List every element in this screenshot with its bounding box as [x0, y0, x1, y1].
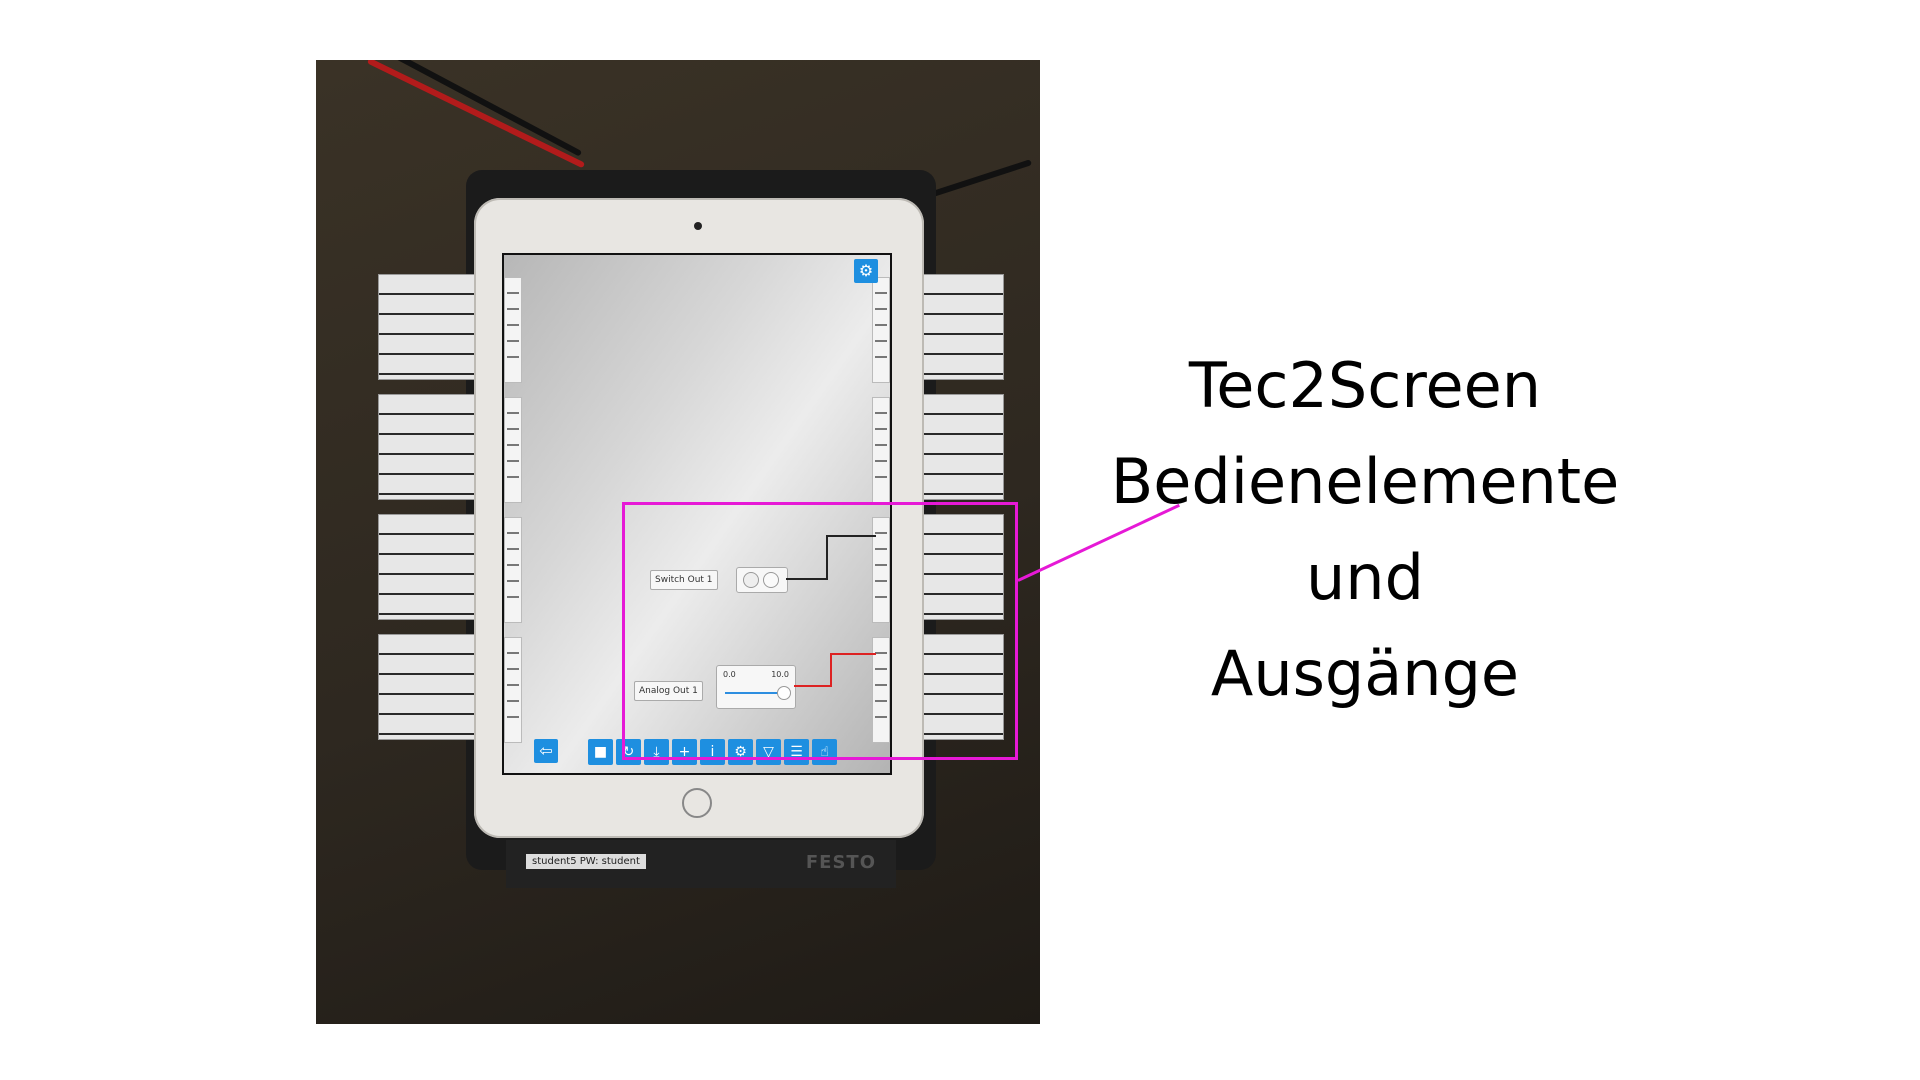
switch-wire-vertical: [826, 535, 828, 580]
io-module-left-4: [378, 634, 492, 740]
slider-min-label: 0.0: [723, 670, 736, 679]
toggle-knob-on: [763, 572, 779, 588]
connector-strip-left-1: [504, 277, 522, 383]
analog-wire-horizontal: [794, 685, 830, 687]
caption-line-3: und: [1306, 541, 1424, 614]
connector-strip-left-3: [504, 517, 522, 623]
caption-line-4: Ausgänge: [1210, 637, 1520, 710]
slider-thumb[interactable]: [777, 686, 791, 700]
switch-out-toggle[interactable]: [736, 567, 788, 593]
exit-icon[interactable]: ⇦: [534, 739, 558, 763]
brand-logo: FESTO: [805, 852, 876, 873]
analog-out-label: Analog Out 1: [634, 681, 703, 701]
switch-wire-horizontal: [786, 578, 826, 580]
tec2screen-app: ⚙ Switch Out 1 Analog Out 1 0.0 10.0 ⇦: [502, 253, 892, 775]
filter-icon[interactable]: ▽: [756, 739, 781, 765]
connector-strip-right-1: [872, 277, 890, 383]
caption-line-2: Bedienelemente: [1110, 445, 1620, 518]
connector-strip-left-4: [504, 637, 522, 743]
io-module-left-1: [378, 274, 492, 380]
device-base: student5 PW: student FESTO: [506, 840, 896, 888]
slider-track: [725, 692, 785, 694]
analog-wire-top: [830, 653, 876, 655]
device-photo: ⚙ Switch Out 1 Analog Out 1 0.0 10.0 ⇦: [316, 60, 1040, 1024]
touch-icon[interactable]: ☝: [812, 739, 837, 765]
analog-wire-vertical: [830, 653, 832, 687]
camera-icon: [694, 222, 702, 230]
bottom-toolbar: ■ ↻ ⤓ + i ⚙ ▽ ☰ ☝: [588, 739, 837, 765]
connector-strip-right-2: [872, 397, 890, 503]
caption: Tec2Screen Bedienelemente und Ausgänge: [1080, 338, 1650, 722]
switch-wire-top: [826, 535, 876, 537]
analog-out-slider[interactable]: 0.0 10.0: [716, 665, 796, 709]
cable-red: [366, 60, 586, 169]
settings-icon[interactable]: ⚙: [728, 739, 753, 765]
slider-max-label: 10.0: [771, 670, 789, 679]
loop-icon[interactable]: ↻: [616, 739, 641, 765]
login-sticker: student5 PW: student: [526, 854, 646, 869]
switch-out-label: Switch Out 1: [650, 570, 718, 590]
toggle-knob-off: [743, 572, 759, 588]
home-button-icon: [682, 788, 712, 818]
signal-icon[interactable]: ⤓: [644, 739, 669, 765]
tablet: ⚙ Switch Out 1 Analog Out 1 0.0 10.0 ⇦: [474, 198, 924, 838]
settings-icon[interactable]: ⚙: [854, 259, 878, 283]
connector-strip-left-2: [504, 397, 522, 503]
highlight-box: [622, 502, 1018, 760]
list-icon[interactable]: ☰: [784, 739, 809, 765]
add-icon[interactable]: +: [672, 739, 697, 765]
connector-strip-right-4[interactable]: [872, 637, 890, 743]
stop-icon[interactable]: ■: [588, 739, 613, 765]
connector-strip-right-3[interactable]: [872, 517, 890, 623]
caption-line-1: Tec2Screen: [1188, 349, 1542, 422]
info-icon[interactable]: i: [700, 739, 725, 765]
